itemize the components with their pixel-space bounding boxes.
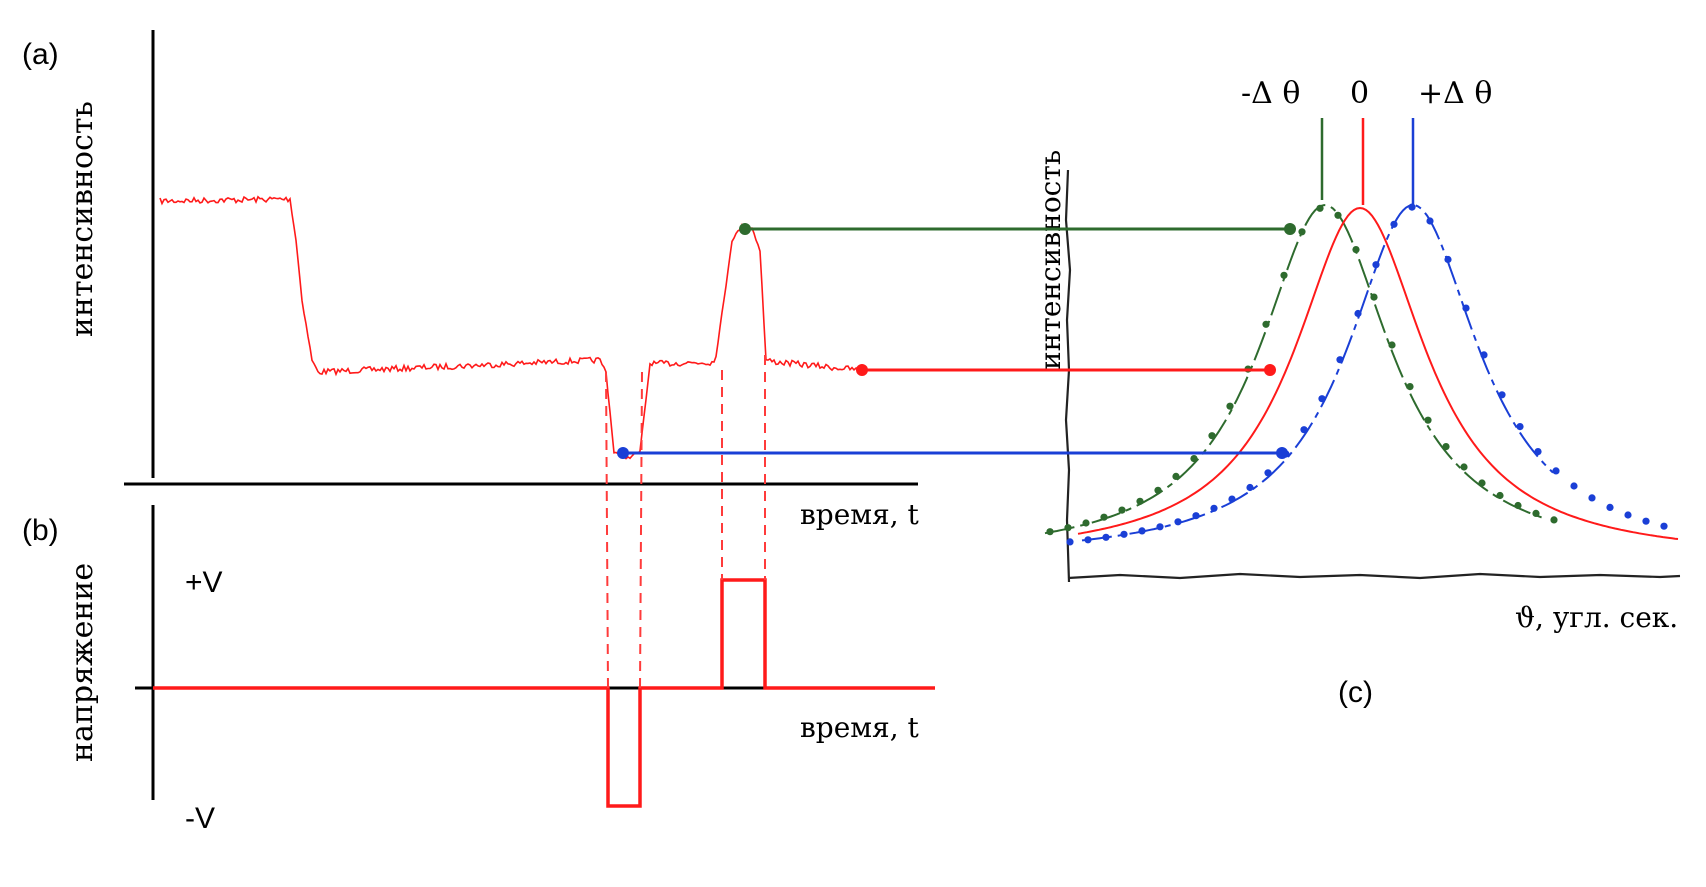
curve-plus-dot [1228,495,1236,503]
negative-voltage-label: -V [185,802,215,835]
curve-minus-dot [1460,463,1468,471]
positive-voltage-label: +V [185,566,223,599]
connector-peak-minus-start-dot [739,223,751,235]
peak-label-minus: -Δ θ [1241,76,1300,111]
curve-plus-dot [1084,536,1092,544]
connector-peak-plus-start-dot [617,447,629,459]
connector-peak-zero-end-dot [1264,364,1276,376]
curve-minus-dot [1334,211,1342,219]
panel-c-x-axis [1067,572,1681,580]
curve-plus-dot [1552,467,1560,475]
curve-plus-dot [1336,356,1344,364]
curve-plus-dot [1120,530,1128,538]
curve-plus-dot [1372,261,1380,269]
panel-b-ylabel: напряжение [65,563,100,762]
curve-minus-dot [1208,432,1216,440]
panel-c-y-axis [1064,169,1072,583]
curve-minus-dot [1136,497,1144,505]
curve-plus-dot [1408,203,1416,211]
curve-plus-dot [1066,538,1074,546]
connector-lines [617,223,1296,459]
panel-c-xlabel: ϑ, угл. сек. [1515,601,1678,634]
curve-zero-line [1077,206,1679,540]
curve-plus-dot [1498,391,1506,399]
connector-peak-minus-end-dot [1284,223,1296,235]
curve-plus-dot [1624,511,1632,519]
curve-minus-dot [1550,516,1558,524]
curve-plus-dot [1300,426,1308,434]
curve-minus-dot [1226,402,1234,410]
panel-a-label: (a) [22,38,59,71]
connector-peak-plus-end-dot [1276,447,1288,459]
curve-minus-dot [1352,246,1360,254]
curve-plus-dot [1210,504,1218,512]
curve-minus-dot [1262,320,1270,328]
panel-a: (a) интенсивность время, t [22,30,920,531]
curve-plus-dot [1264,469,1272,477]
curve-plus-line [1081,204,1554,542]
curve-plus-dot [1606,503,1614,511]
curve-plus-dot [1462,304,1470,312]
panel-a-ylabel: интенсивность [65,101,100,337]
panel-c: интенсивность ϑ, угл. сек. (c) -Δ θ 0 +Δ… [1034,76,1681,709]
curve-minus-dot [1280,271,1288,279]
curve-minus-dot [1316,204,1324,212]
curve-plus-dot [1642,517,1650,525]
curve-plus-dot [1192,512,1200,520]
curve-minus-dot [1100,513,1108,521]
curve-plus-dot [1588,494,1596,502]
curve-plus-dot [1660,522,1668,530]
curve-plus-dot [1534,448,1542,456]
curve-minus-dot [1082,519,1090,527]
pulse-guide-lines [605,355,766,689]
curve-plus-dot [1318,395,1326,403]
curve-minus-dot [1190,455,1198,463]
curve-minus-dot [1118,506,1126,514]
curve-plus-dot [1138,527,1146,535]
curve-plus-dot [1156,523,1164,531]
curve-minus-line [1044,204,1544,535]
guide-neg-pulse-end [639,371,643,689]
curve-minus-dot [1064,524,1072,532]
curve-minus-dot [1532,509,1540,517]
guide-neg-pulse-start [605,371,609,689]
curve-minus-dot [1406,383,1414,391]
intensity-signal-trace [159,195,861,460]
panel-c-label: (c) [1338,676,1373,709]
curve-minus-dot [1370,293,1378,301]
voltage-pulse-trace [153,578,935,808]
panel-c-ylabel: интенсивность [1034,150,1067,370]
curve-minus-dot [1514,501,1522,510]
curve-minus-dot [1172,472,1180,480]
curve-plus-dot [1480,351,1488,359]
curve-plus-dot [1174,518,1182,526]
rocking-curves [1044,203,1679,546]
peak-label-plus: +Δ θ [1418,76,1492,111]
curve-minus-dot [1046,528,1054,536]
curve-minus-dot [1442,443,1450,451]
peak-label-zero: 0 [1350,76,1369,111]
curve-plus-dot [1444,255,1452,264]
curve-plus-dot [1570,482,1578,490]
curve-plus-dot [1516,423,1524,431]
panel-a-xlabel: время, t [800,498,920,531]
curve-minus-dot [1298,228,1306,236]
curve-minus-dot [1496,491,1504,500]
curve-plus-dot [1246,483,1254,492]
curve-minus-dot [1424,416,1432,424]
curve-plus-dot [1354,309,1362,318]
curve-minus-dot [1154,486,1162,494]
panel-b-label: (b) [22,514,59,547]
connector-peak-zero-start-dot [856,364,868,376]
curve-plus-dot [1426,217,1434,225]
curve-plus-dot [1390,220,1398,228]
curve-minus-dot [1478,479,1486,487]
curve-plus-dot [1102,533,1110,541]
panel-b-xlabel: время, t [800,711,920,744]
panel-b: (b) напряжение +V -V время, t [22,505,935,835]
curve-minus-dot [1388,341,1396,349]
